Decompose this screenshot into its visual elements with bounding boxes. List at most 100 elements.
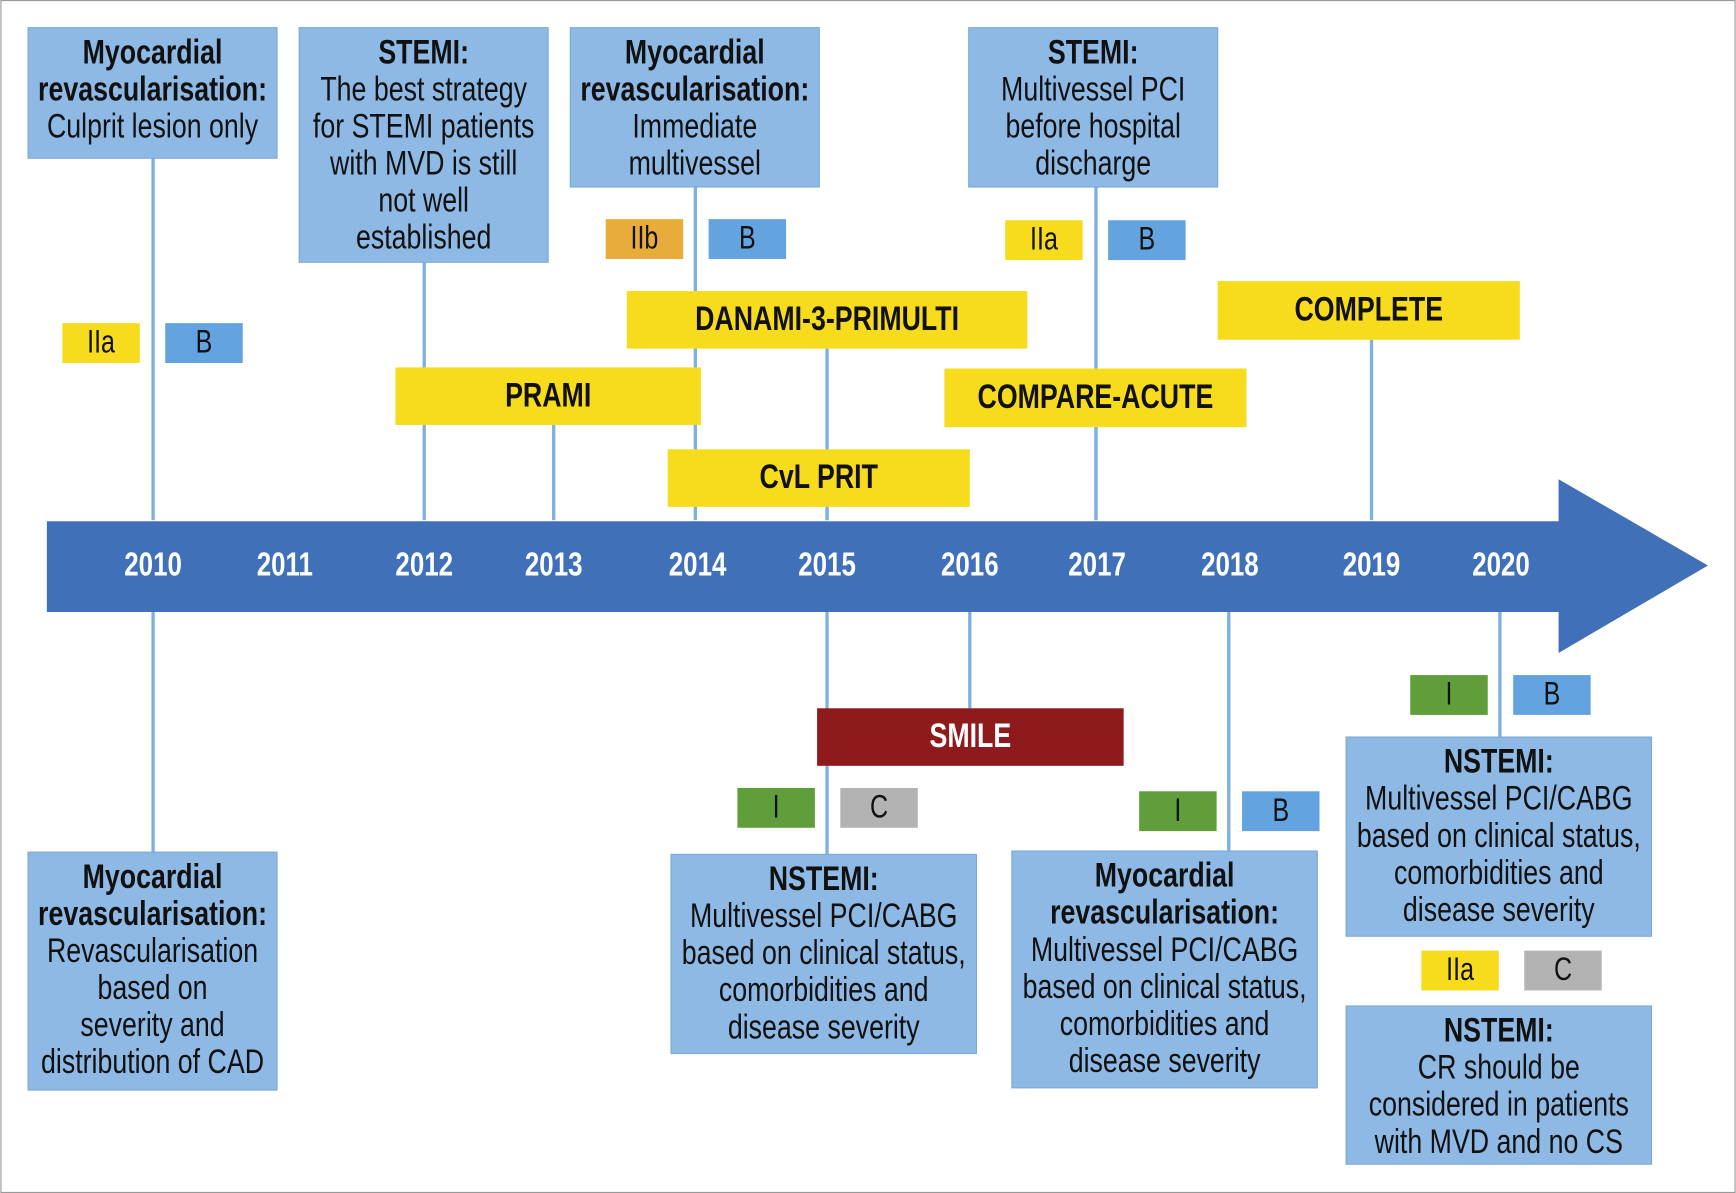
guideline-title: NSTEMI: — [769, 859, 879, 898]
badge-label: IIa — [1446, 952, 1474, 988]
connectors — [151, 158, 1502, 855]
year-label: 2015 — [798, 546, 856, 583]
guideline-text: not well — [378, 180, 469, 219]
guideline-text: with MVD and no CS — [1374, 1122, 1623, 1161]
guideline-text: comorbidities and — [1394, 853, 1604, 892]
year-label: 2016 — [941, 546, 999, 583]
badge-label: IIb — [631, 221, 659, 257]
trial-name: DANAMI-3-PRIMULTI — [695, 299, 959, 338]
guideline-box — [1345, 736, 1653, 937]
class-badge — [737, 787, 815, 828]
class-badge — [62, 323, 140, 363]
guideline-text: disease severity — [728, 1007, 920, 1046]
badge-label: B — [739, 221, 756, 257]
guideline-text: The best strategy — [320, 69, 527, 108]
guideline-text: comorbidities and — [1060, 1004, 1270, 1043]
guideline-box — [27, 851, 278, 1091]
badge-label: I — [773, 790, 780, 826]
guideline-text: Multivessel PCI/CABG — [690, 896, 958, 935]
guideline-text: multivessel — [629, 143, 761, 182]
guideline-title: Myocardial — [83, 32, 223, 71]
badge-label: B — [196, 325, 213, 361]
class-badge — [1005, 220, 1083, 261]
year-label: 2018 — [1201, 546, 1259, 583]
class-badge — [1421, 950, 1499, 991]
guideline-text: CR should be — [1418, 1047, 1580, 1086]
guideline-title: revascularisation: — [580, 69, 809, 108]
trial-name: PRAMI — [505, 375, 591, 414]
badge-label: I — [1174, 793, 1181, 829]
trial-box — [944, 368, 1247, 428]
trial-box — [1217, 281, 1520, 340]
year-label: 2013 — [525, 546, 583, 583]
guideline-text: disease severity — [1069, 1041, 1261, 1080]
guideline-title: STEMI: — [1048, 32, 1139, 71]
class-badge — [1410, 675, 1488, 715]
guideline-text: comorbidities and — [719, 970, 929, 1009]
guideline-title: NSTEMI: — [1444, 741, 1554, 780]
guideline-text: severity and — [80, 1005, 224, 1044]
guideline-title: revascularisation: — [38, 69, 267, 108]
year-label: 2020 — [1472, 546, 1530, 583]
class-badge — [1513, 675, 1591, 715]
class-badge — [1524, 950, 1602, 991]
guideline-box — [968, 27, 1219, 188]
trial-name: SMILE — [930, 716, 1012, 755]
class-badge — [1108, 220, 1186, 261]
guideline-text: based on — [98, 968, 208, 1007]
guideline-text: based on clinical status, — [1023, 967, 1307, 1006]
class-badge — [605, 219, 684, 259]
guideline-text: for STEMI patients — [313, 106, 534, 145]
guideline-box — [1345, 1005, 1653, 1165]
class-badge — [840, 787, 918, 828]
guideline-text: disease severity — [1403, 890, 1595, 929]
badge-label: B — [1272, 793, 1289, 829]
guideline-title: NSTEMI: — [1444, 1010, 1554, 1049]
guideline-text: Multivessel PCI/CABG — [1365, 779, 1633, 818]
year-label: 2014 — [669, 546, 727, 583]
badge-label: IIa — [87, 325, 115, 361]
guideline-text: Multivessel PCI — [1001, 69, 1185, 108]
year-label: 2011 — [257, 546, 313, 583]
guideline-text: based on clinical status, — [682, 933, 966, 972]
guideline-text: Immediate — [632, 106, 757, 145]
timeline-arrow — [46, 479, 1708, 653]
guideline-box — [670, 853, 978, 1055]
guideline-text: with MVD is still — [329, 143, 517, 182]
class-badge — [708, 219, 787, 259]
guideline-text: discharge — [1035, 143, 1151, 182]
trial-box — [667, 449, 970, 507]
class-badge — [1139, 791, 1217, 832]
guideline-title: revascularisation: — [1050, 893, 1279, 932]
guideline-text: Multivessel PCI/CABG — [1031, 930, 1299, 969]
guideline-box — [1011, 850, 1318, 1089]
guideline-text: distribution of CAD — [41, 1042, 264, 1081]
class-badge — [1242, 791, 1320, 832]
guideline-box — [298, 27, 549, 263]
badge-label: B — [1139, 222, 1156, 258]
badge-label: C — [1554, 952, 1572, 988]
year-label: 2010 — [124, 546, 182, 583]
badge-label: I — [1446, 677, 1453, 713]
trial-box — [395, 367, 701, 425]
trial-box — [817, 708, 1124, 766]
year-label: 2019 — [1343, 546, 1401, 583]
guideline-title: Myocardial — [1095, 855, 1235, 894]
year-label: 2012 — [395, 546, 453, 583]
trial-name: CvL PRIT — [760, 457, 879, 496]
guideline-title: revascularisation: — [38, 894, 267, 933]
guideline-text: based on clinical status, — [1357, 816, 1641, 855]
guideline-text: Culprit lesion only — [47, 106, 259, 145]
guideline-text: considered in patients — [1369, 1085, 1629, 1124]
guideline-text: Revascularisation — [47, 931, 258, 970]
badge-label: B — [1544, 677, 1561, 713]
badge-label: IIa — [1030, 222, 1058, 258]
guideline-text: established — [356, 217, 491, 256]
guideline-title: Myocardial — [83, 857, 223, 896]
badge-label: C — [870, 790, 888, 826]
guideline-title: Myocardial — [625, 32, 765, 71]
guideline-box — [569, 27, 820, 188]
year-label: 2017 — [1068, 546, 1126, 583]
